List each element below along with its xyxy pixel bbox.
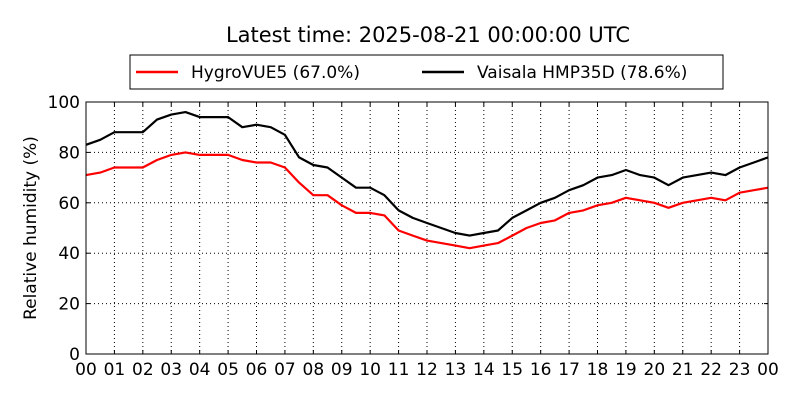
- tick-labels: 00 01 02 03 04 05 06 07 08 09 10 11 12 13 14 15 16 17 18 19…: [48, 93, 779, 380]
- x-tick-label: 20: [644, 360, 666, 380]
- x-tick-label: 12: [416, 360, 438, 380]
- x-tick-label: 21: [672, 360, 694, 380]
- legend: HygroVUE5 (67.0%) Vaisala HMP35D (78.6%): [129, 54, 724, 90]
- x-tick-label: 10: [359, 360, 381, 380]
- x-tick-label: 16: [530, 360, 552, 380]
- x-tick-label: 22: [700, 360, 722, 380]
- x-tick-label: 17: [558, 360, 580, 380]
- x-tick-label: 13: [445, 360, 467, 380]
- x-tick-label: 23: [729, 360, 751, 380]
- y-tick-label: 0: [69, 345, 80, 365]
- y-tick-label: 20: [58, 295, 80, 315]
- chart-title: Latest time: 2025-08-21 00:00:00 UTC: [226, 23, 630, 47]
- plot-frame: [85, 101, 769, 355]
- x-tick-label: 18: [587, 360, 609, 380]
- grid: [86, 102, 768, 354]
- ticks: [85, 101, 769, 355]
- x-tick-label: 00: [75, 360, 97, 380]
- x-tick-label: 02: [132, 360, 154, 380]
- series-layer: [85, 110, 769, 250]
- x-tick-label: 08: [303, 360, 325, 380]
- x-tick-label: 06: [246, 360, 268, 380]
- y-tick-label: 100: [48, 93, 80, 113]
- x-tick-label: 05: [217, 360, 239, 380]
- x-tick-label: 11: [388, 360, 410, 380]
- series-line-vaisala: [85, 110, 769, 237]
- x-tick-label: 04: [189, 360, 211, 380]
- series-line-hygrovue5: [85, 151, 769, 250]
- x-tick-label: 00: [757, 360, 779, 380]
- y-tick-label: 80: [58, 143, 80, 163]
- y-tick-label: 60: [58, 194, 80, 214]
- x-tick-label: 01: [104, 360, 126, 380]
- x-tick-label: 07: [274, 360, 296, 380]
- x-tick-label: 19: [615, 360, 637, 380]
- legend-label-vaisala: Vaisala HMP35D (78.6%): [477, 63, 687, 83]
- x-tick-label: 09: [331, 360, 353, 380]
- x-tick-label: 03: [160, 360, 182, 380]
- y-axis-label: Relative humidity (%): [21, 136, 41, 320]
- y-tick-label: 40: [58, 244, 80, 264]
- x-tick-label: 14: [473, 360, 495, 380]
- legend-label-hygrovue5: HygroVUE5 (67.0%): [191, 63, 360, 83]
- x-tick-label: 15: [501, 360, 523, 380]
